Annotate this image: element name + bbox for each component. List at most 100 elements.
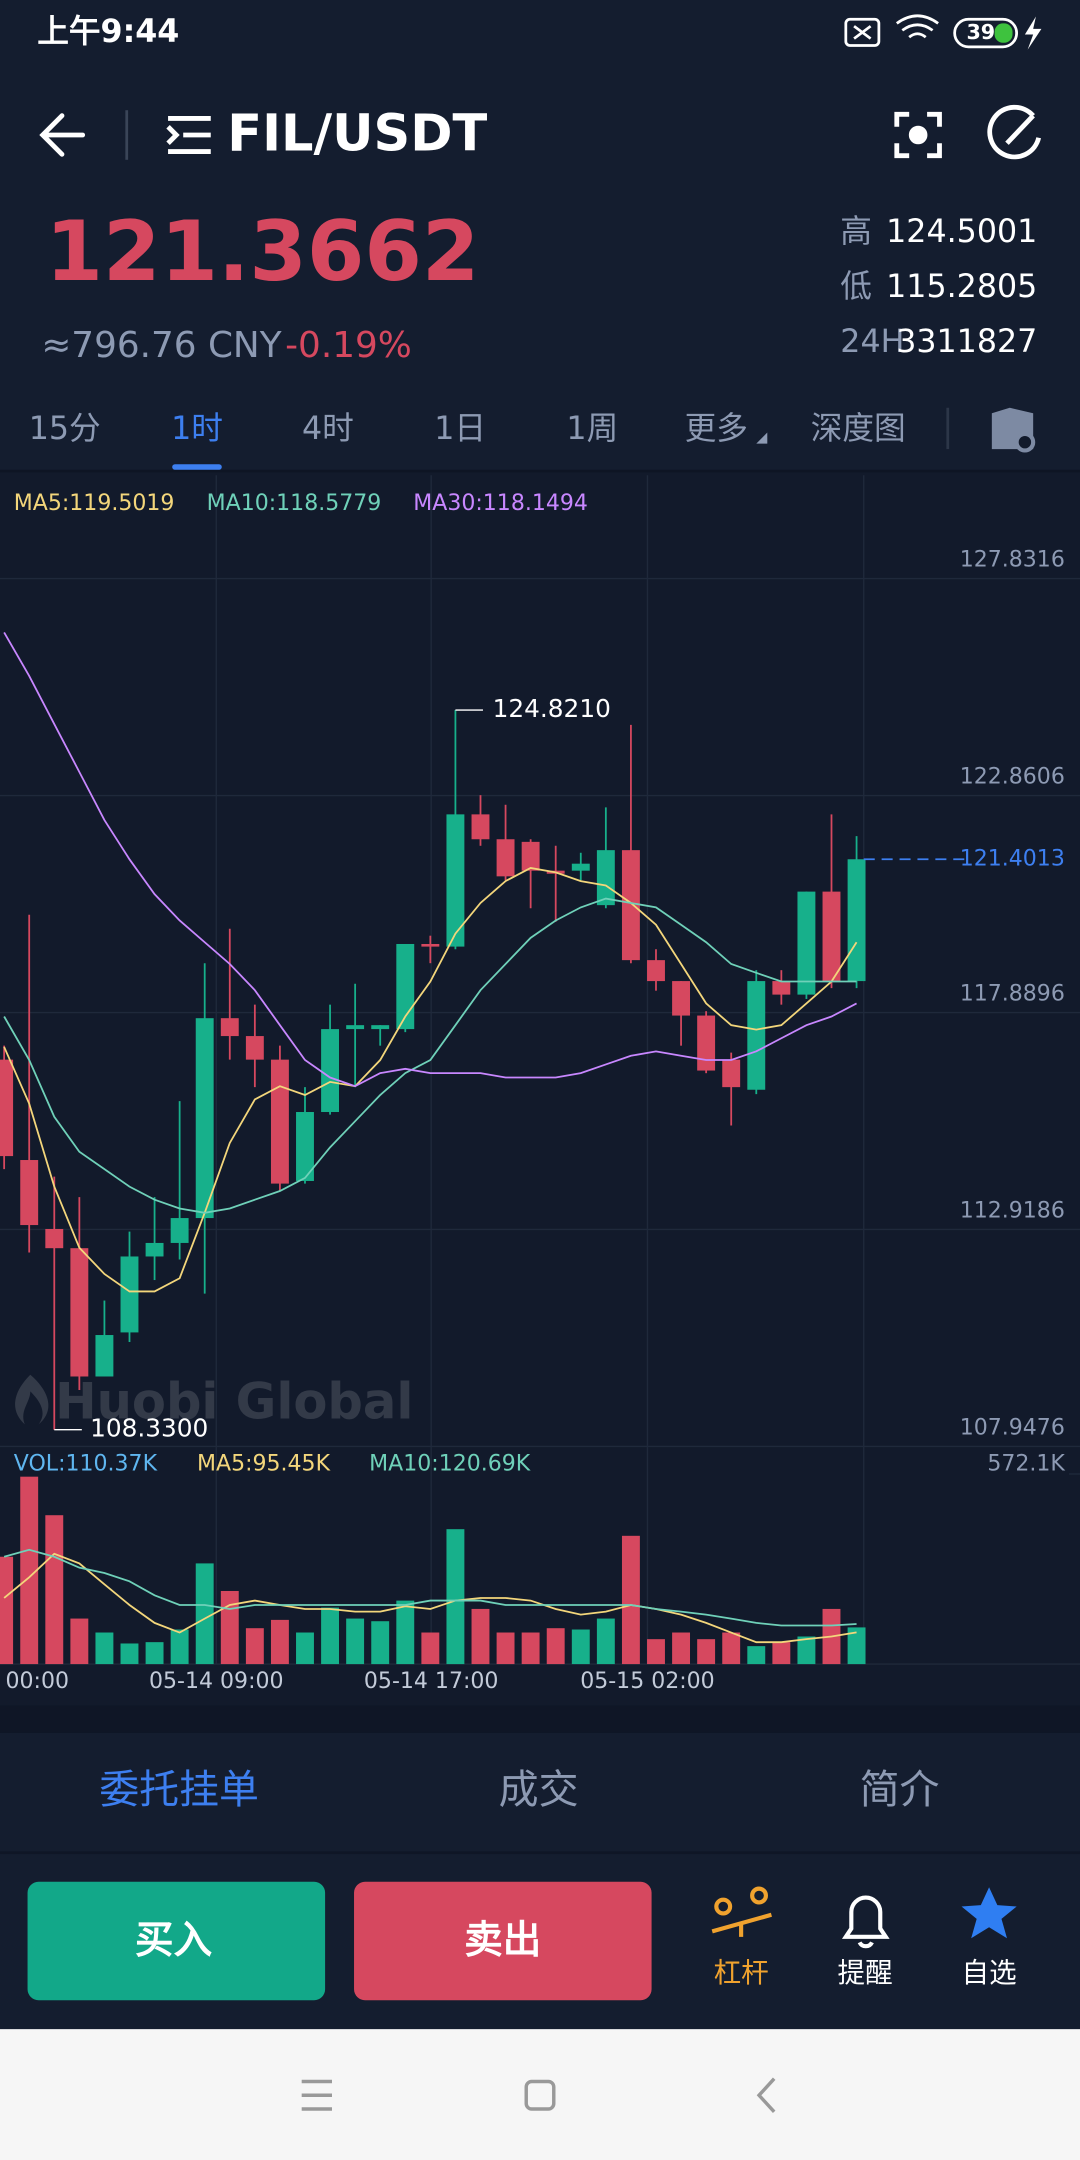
candle-body	[70, 1248, 89, 1377]
volume-bar	[245, 1628, 264, 1665]
wifi-icon	[895, 14, 939, 39]
volume-bar	[120, 1643, 139, 1665]
order-tab[interactable]: 简介	[860, 1767, 940, 1813]
stat-label: 24H	[840, 324, 904, 360]
y-tick-label: 122.8606	[960, 765, 1065, 790]
scan-frame	[894, 111, 942, 159]
nav-menu[interactable]	[301, 2079, 332, 2111]
volume-bar	[95, 1632, 114, 1665]
candle-body	[697, 1015, 716, 1071]
shortcut-label[interactable]: 提醒	[838, 1957, 893, 1989]
volume-bar	[421, 1632, 440, 1665]
volume-bar	[195, 1563, 214, 1665]
ma-legend: MA30:118.1494	[413, 491, 588, 516]
candle-body	[346, 1025, 365, 1030]
status-time: 上午9:44	[37, 14, 179, 50]
last-price: 121.3662	[45, 204, 479, 300]
candle-body	[195, 1018, 214, 1219]
ma-legend: MA5:119.5019	[14, 491, 175, 516]
leverage-dot	[750, 1886, 768, 1905]
share-button[interactable]	[987, 104, 1042, 160]
volume-bar	[471, 1608, 490, 1665]
order-tab[interactable]: 委托挂单	[99, 1767, 259, 1813]
volume-tick-label: 572.1K	[987, 1451, 1065, 1476]
back-button[interactable]	[39, 113, 86, 157]
ma-line	[3, 631, 857, 1088]
volume-bar	[647, 1639, 665, 1665]
period-tab[interactable]: 15分	[29, 411, 101, 447]
candle-body	[296, 1112, 314, 1181]
volume-bar	[396, 1600, 415, 1665]
candle-body	[621, 850, 640, 961]
favorite-icon[interactable]	[961, 1887, 1017, 1939]
candle-body	[822, 891, 841, 982]
alert-icon[interactable]	[841, 1895, 890, 1949]
sell-button[interactable]	[354, 1881, 652, 2001]
pair-title: FIL/USDT	[227, 104, 487, 163]
nav-home[interactable]	[524, 2079, 556, 2111]
volume-bar	[270, 1619, 289, 1665]
volume-bar	[371, 1621, 390, 1665]
buy-label[interactable]: 买入	[135, 1918, 212, 1963]
candle-body	[20, 1160, 39, 1226]
period-tab[interactable]: 1时	[171, 411, 223, 447]
chart-area	[0, 472, 1080, 1706]
volume-bar	[546, 1628, 565, 1665]
volume-bar	[321, 1607, 340, 1665]
strip	[0, 1705, 1080, 1733]
candle-body	[647, 960, 665, 982]
leverage-icon[interactable]	[711, 1886, 772, 1937]
candle-body	[120, 1256, 139, 1333]
nav-back[interactable]	[756, 2077, 776, 2113]
stat-label: 高	[840, 214, 872, 250]
price-change: -0.19%	[285, 325, 412, 366]
y-tick-label: 107.9476	[960, 1416, 1065, 1441]
period-tab[interactable]: 更多	[685, 411, 748, 447]
candle-body	[321, 1029, 340, 1113]
ma-legend: MA10:118.5779	[207, 491, 382, 516]
shortcut-label[interactable]: 杠杆	[714, 1957, 769, 1989]
charging-icon	[1024, 16, 1042, 50]
volume-ma-line	[3, 1552, 857, 1644]
volume-bar	[296, 1632, 314, 1665]
volume-ma-line	[3, 1548, 857, 1627]
candle-body	[847, 859, 866, 982]
period-tab[interactable]: 深度图	[811, 411, 906, 447]
candle-body	[797, 891, 816, 995]
period-tab[interactable]: 4时	[302, 411, 354, 447]
battery-level	[994, 23, 1013, 43]
shortcut-label[interactable]: 自选	[962, 1957, 1017, 1989]
watermark: Huobi Global	[55, 1373, 413, 1431]
buy-button[interactable]	[27, 1881, 326, 2001]
stat-value: 115.2805	[886, 269, 1037, 305]
volume-bar	[672, 1632, 691, 1665]
candle-body	[571, 863, 590, 871]
high-marker-label: 124.8210	[493, 694, 611, 723]
sim-icon	[844, 17, 881, 47]
screenshot-button[interactable]	[894, 111, 942, 159]
candle-body	[596, 850, 615, 906]
last-price-label: 121.4013	[960, 846, 1065, 871]
volume-bar	[772, 1642, 791, 1665]
order-tab[interactable]: 成交	[499, 1767, 579, 1813]
sell-label[interactable]: 卖出	[464, 1918, 541, 1963]
candle-body	[446, 814, 465, 947]
status-icons	[844, 14, 1042, 50]
x-tick-label: 05-14 09:00	[149, 1669, 284, 1694]
period-tab[interactable]: 1周	[566, 411, 618, 447]
menu-button[interactable]	[166, 116, 211, 154]
volume-bar	[621, 1535, 640, 1665]
ma-line	[3, 867, 858, 1293]
period-tab[interactable]: 1日	[434, 411, 486, 447]
candle-body	[471, 814, 490, 840]
battery-level-text: 39	[966, 20, 995, 44]
candle-body	[722, 1059, 741, 1088]
candle-body	[496, 839, 515, 877]
candle-body	[396, 943, 415, 1030]
y-tick-label: 112.9186	[960, 1199, 1065, 1224]
candle-body	[170, 1218, 189, 1243]
volume-bar	[346, 1618, 365, 1665]
volume-bar	[170, 1629, 189, 1665]
